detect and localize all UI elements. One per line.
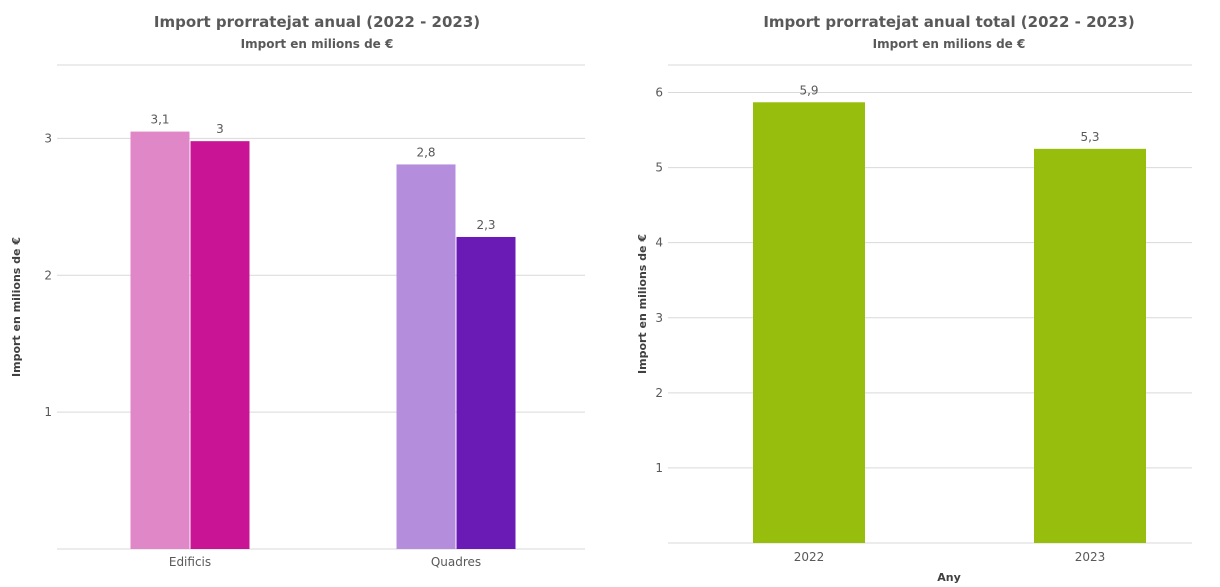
chart-2-y-tick-label: 3 (655, 311, 663, 325)
chart-2-y-tick-label: 6 (655, 86, 663, 100)
chart-1-data-label: 3,1 (150, 113, 169, 127)
chart-2-x-tick-label: 2022 (794, 550, 825, 564)
chart-1-subtitle: Import en milions de € (241, 37, 394, 51)
chart-2-bar (753, 102, 865, 544)
chart-1-data-label: 2,8 (416, 145, 435, 159)
chart-2-x-axis-title: Any (937, 571, 961, 584)
chart-1-bars (130, 131, 516, 550)
chart-1-y-tick-label: 3 (44, 131, 52, 145)
chart-1-bar (190, 141, 250, 549)
chart-2-bars (753, 102, 1146, 544)
chart-1-title: Import prorratejat anual (2022 - 2023) (154, 13, 480, 31)
chart-2-y-tick-label: 1 (655, 461, 663, 475)
chart-1-y-tick-label: 2 (44, 268, 52, 282)
chart-1-bar (130, 131, 190, 550)
chart-1-x-ticks: Edificis Quadres (169, 555, 481, 569)
chart-1-x-tick-label: Edificis (169, 555, 211, 569)
chart-1-bar (396, 164, 456, 549)
chart-2-data-labels: 5,9 5,3 (799, 83, 1099, 144)
chart-2-x-ticks: 2022 2023 (794, 550, 1106, 564)
chart-2-y-tick-label: 5 (655, 161, 663, 175)
chart-2: Import prorratejat anual total (2022 - 2… (636, 13, 1192, 584)
chart-1: Import prorratejat anual (2022 - 2023) I… (10, 13, 585, 569)
chart-1-x-tick-label: Quadres (431, 555, 481, 569)
chart-2-title: Import prorratejat anual total (2022 - 2… (763, 13, 1134, 31)
chart-2-y-axis-title: Import en milions de € (636, 234, 649, 374)
chart-1-bar (456, 236, 516, 550)
chart-2-data-label: 5,3 (1080, 130, 1099, 144)
chart-1-y-axis-title: Import en milions de € (10, 237, 23, 377)
chart-2-bar (1034, 148, 1146, 544)
chart-1-data-label: 3 (216, 122, 224, 136)
chart-1-data-label: 2,3 (476, 218, 495, 232)
chart-2-subtitle: Import en milions de € (873, 37, 1026, 51)
chart-2-y-tick-label: 4 (655, 236, 663, 250)
chart-2-y-ticks: 1 2 3 4 5 6 (655, 86, 663, 475)
chart-2-x-tick-label: 2023 (1075, 550, 1106, 564)
chart-1-y-ticks: 1 2 3 (44, 131, 52, 419)
chart-1-y-tick-label: 1 (44, 405, 52, 419)
chart-1-data-labels: 3,1 3 2,8 2,3 (150, 113, 495, 232)
chart-2-data-label: 5,9 (799, 83, 818, 97)
chart-2-y-tick-label: 2 (655, 386, 663, 400)
